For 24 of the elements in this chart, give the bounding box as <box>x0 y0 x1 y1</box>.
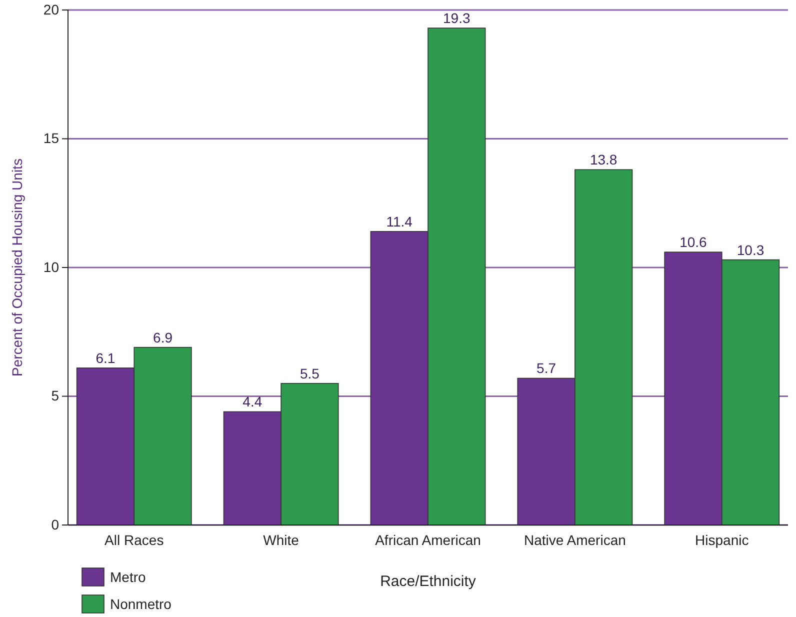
data-label: 6.9 <box>153 329 173 346</box>
data-label: 6.1 <box>96 350 116 366</box>
legend-label: Metro <box>110 569 146 585</box>
x-tick-label: African American <box>375 532 481 548</box>
data-label: 5.7 <box>536 360 556 376</box>
legend-label: Nonmetro <box>110 596 172 612</box>
y-axis-title: Percent of Occupied Housing Units <box>9 158 25 376</box>
y-tick-label: 5 <box>51 388 60 404</box>
data-label: 10.3 <box>736 242 764 258</box>
y-tick-label: 10 <box>43 258 60 275</box>
data-label: 13.8 <box>590 152 618 168</box>
data-label: 5.5 <box>300 365 320 382</box>
x-tick-label: All Races <box>104 532 164 548</box>
x-tick-label: Hispanic <box>695 532 749 548</box>
y-tick-label: 15 <box>43 130 60 146</box>
data-label: 19.3 <box>443 10 470 26</box>
data-label: 4.4 <box>242 394 262 410</box>
y-tick-label: 20 <box>43 1 60 18</box>
data-label: 10.6 <box>680 234 708 250</box>
x-axis-title: Race/Ethnicity <box>380 573 476 590</box>
data-label: 11.4 <box>386 213 413 230</box>
x-tick-label: Native American <box>524 532 626 548</box>
y-tick-label: 0 <box>51 516 60 532</box>
x-tick-label: White <box>263 532 300 548</box>
